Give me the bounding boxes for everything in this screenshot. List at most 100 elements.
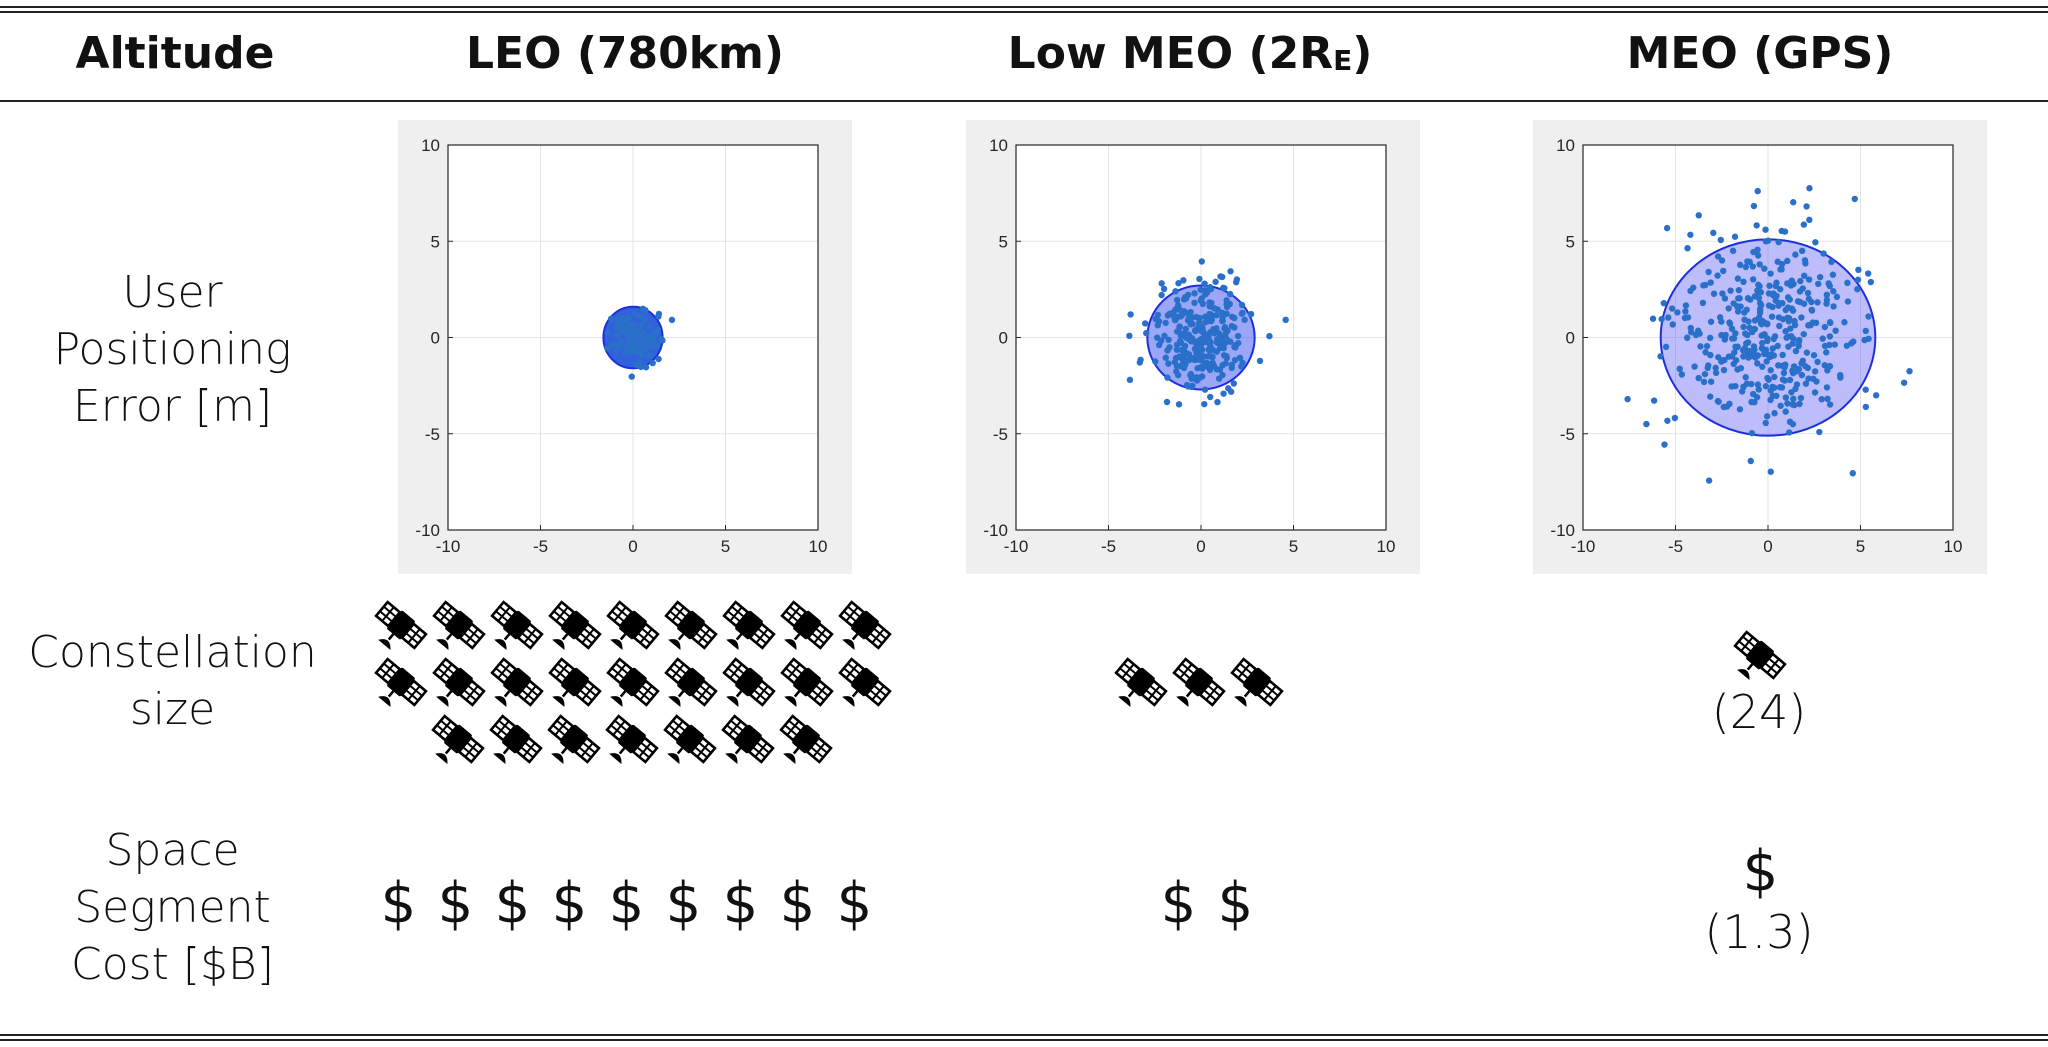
scatter-point <box>1199 300 1207 308</box>
scatter-point <box>1199 327 1207 335</box>
scatter-point <box>1763 358 1770 365</box>
scatter-point <box>1872 392 1880 399</box>
scatter-point <box>1781 377 1788 384</box>
scatter-point <box>1748 429 1756 437</box>
scatter-point <box>1791 317 1798 325</box>
scatter-point <box>1201 386 1209 393</box>
scatter-point <box>1207 311 1215 318</box>
scatter-point <box>1900 379 1908 386</box>
scatter-point <box>1703 342 1711 350</box>
leo-satellite-row <box>372 653 894 711</box>
meo-satellite-row <box>1731 626 1789 684</box>
scatter-point <box>1797 394 1805 402</box>
scatter-point <box>1750 248 1757 256</box>
x-tick-label: -10 <box>1571 537 1596 556</box>
scatter-point <box>1815 280 1822 288</box>
row-label-line: Error [m] <box>72 381 273 432</box>
scatter-chart-meo: -10 -5 0 5 10 -10 -5 0 5 10 <box>1550 136 1962 556</box>
scatter-point <box>1198 295 1205 302</box>
scatter-point <box>1776 384 1784 391</box>
scatter-point <box>614 316 621 323</box>
scatter-point <box>1849 470 1856 477</box>
scatter-point <box>1663 224 1671 232</box>
scatter-point <box>1763 413 1771 420</box>
scatter-point <box>1816 428 1823 436</box>
satellite-icon <box>1228 655 1286 711</box>
scatter-point <box>654 326 661 333</box>
scatter-point <box>1231 314 1238 322</box>
x-tick-label: -5 <box>1668 537 1683 556</box>
row-label-line: size <box>129 684 216 735</box>
scatter-point <box>1718 318 1725 325</box>
y-tick-label: -10 <box>1550 521 1575 540</box>
scatter-point <box>1782 328 1789 335</box>
scatter-point <box>1811 389 1819 396</box>
scatter-point <box>1160 285 1168 293</box>
scatter-point <box>1843 342 1851 349</box>
scatter-point <box>655 310 663 318</box>
scatter-point <box>1227 290 1234 298</box>
scatter-point <box>1865 335 1872 342</box>
scatter-point <box>1193 350 1200 357</box>
scatter-point <box>1678 371 1686 378</box>
scatter-point <box>1729 247 1737 255</box>
scatter-point <box>1152 315 1159 323</box>
scatter-point <box>1660 299 1667 307</box>
x-tick-label: -5 <box>533 537 548 556</box>
scatter-point <box>1821 362 1828 369</box>
scatter-point <box>1789 307 1797 314</box>
scatter-point <box>618 338 625 345</box>
scatter-point <box>1175 401 1183 408</box>
scatter-point <box>1185 315 1192 322</box>
scatter-point <box>1821 323 1829 331</box>
x-tick-label: -5 <box>1101 537 1116 556</box>
scatter-point <box>1786 376 1794 384</box>
scatter-point <box>1223 335 1230 342</box>
x-tick-label: 5 <box>721 537 730 556</box>
scatter-point <box>1201 287 1209 294</box>
scatter-point <box>1764 351 1772 358</box>
y-tick-label: 10 <box>1556 136 1575 155</box>
satellite-icon <box>545 712 603 768</box>
scatter-point <box>1756 261 1763 268</box>
scatter-point <box>1209 346 1217 354</box>
scatter-point <box>1788 277 1795 284</box>
scatter-point <box>1794 298 1802 305</box>
scatter-point <box>655 355 662 363</box>
scatter-point <box>1830 288 1837 295</box>
header-rule <box>0 100 2048 102</box>
scatter-point <box>1805 276 1813 283</box>
scatter-point <box>1662 343 1670 351</box>
scatter-point <box>1728 335 1736 342</box>
scatter-point <box>642 316 649 323</box>
scatter-point <box>1721 295 1729 302</box>
top-rule-2 <box>0 11 2048 13</box>
scatter-point <box>1782 394 1790 401</box>
scatter-point <box>1225 385 1232 392</box>
scatter-point <box>1799 357 1806 364</box>
scatter-point <box>1720 366 1728 374</box>
satellite-icon <box>661 712 719 768</box>
scatter-point <box>1732 330 1739 337</box>
row-label-positioning: User Positioning Error [m] <box>0 264 345 435</box>
scatter-point <box>1726 400 1733 408</box>
scatter-point <box>1206 284 1214 291</box>
scatter-point <box>647 337 655 344</box>
scatter-point <box>1862 327 1869 335</box>
scatter-point <box>1719 290 1726 297</box>
dollar-symbol: $ <box>437 871 474 936</box>
scatter-point <box>1706 334 1714 342</box>
scatter-point <box>1180 277 1187 284</box>
scatter-point <box>1687 231 1694 238</box>
scatter-point <box>1173 362 1181 370</box>
scatter-point <box>1761 331 1768 338</box>
scatter-point <box>628 373 635 380</box>
scatter-point <box>1175 328 1182 335</box>
scatter-point <box>1833 293 1841 301</box>
scatter-point <box>1777 402 1784 409</box>
scatter-point <box>1819 335 1826 342</box>
scatter-point <box>1712 364 1719 372</box>
scatter-point <box>1826 282 1833 290</box>
scatter-point <box>1779 351 1786 359</box>
satellite-icon <box>836 655 894 711</box>
